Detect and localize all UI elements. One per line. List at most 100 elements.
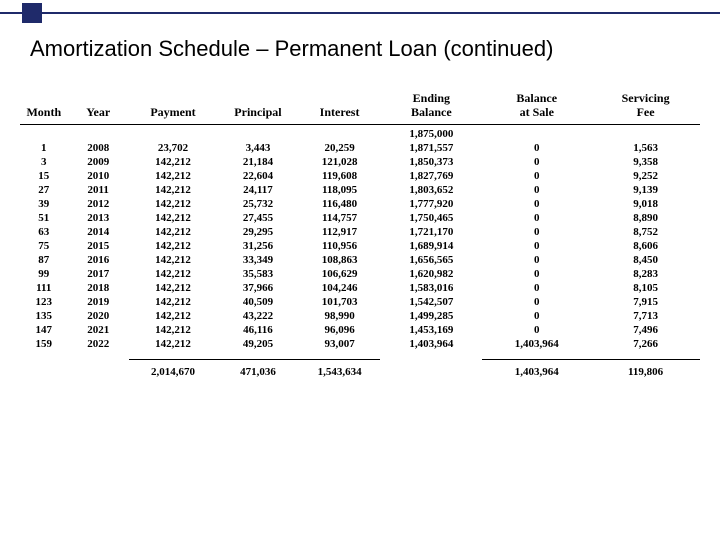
table-cell: 3 [20,155,68,169]
table-cell: 1,750,465 [380,211,482,225]
table-cell: 0 [482,197,591,211]
table-cell: 8,450 [591,253,700,267]
table-row: 1352020142,21243,22298,9901,499,28507,71… [20,309,700,323]
spacer-cell [482,351,591,360]
table-cell: 8,105 [591,281,700,295]
table-cell: 9,252 [591,169,700,183]
col-payment: Payment [129,90,217,124]
table-header-row: Month Year Payment Principal Interest En… [20,90,700,124]
initial-balance-row: 1,875,000 [20,124,700,141]
table-cell: 0 [482,295,591,309]
table-cell: 142,212 [129,281,217,295]
table-cell: 2018 [68,281,129,295]
table-cell: 142,212 [129,309,217,323]
table-cell: 43,222 [217,309,299,323]
table-cell: 8,890 [591,211,700,225]
table-cell: 7,713 [591,309,700,323]
table-cell: 1,453,169 [380,323,482,337]
table-row: 872016142,21233,349108,8631,656,56508,45… [20,253,700,267]
col-ending-balance: EndingBalance [380,90,482,124]
table-cell: 9,139 [591,183,700,197]
table-cell: 1,583,016 [380,281,482,295]
table-cell: 35,583 [217,267,299,281]
table-cell: 2015 [68,239,129,253]
table-row: 992017142,21235,583106,6291,620,98208,28… [20,267,700,281]
table-cell: 142,212 [129,225,217,239]
table-cell: 24,117 [217,183,299,197]
table-cell: 118,095 [299,183,381,197]
table-cell: 0 [482,309,591,323]
table-cell: 93,007 [299,337,381,351]
table-cell: 0 [482,253,591,267]
table-cell [20,359,68,379]
table-cell: 0 [482,267,591,281]
table-cell: 1,403,964 [380,337,482,351]
table-cell: 22,604 [217,169,299,183]
table-cell: 75 [20,239,68,253]
table-cell: 135 [20,309,68,323]
table-cell: 142,212 [129,295,217,309]
table-cell: 1,542,507 [380,295,482,309]
table-cell: 31,256 [217,239,299,253]
table-cell: 2013 [68,211,129,225]
spacer-cell [129,351,217,360]
table-cell: 7,496 [591,323,700,337]
table-cell: 2008 [68,141,129,155]
table-cell: 27,455 [217,211,299,225]
col-balance-at-sale: Balanceat Sale [482,90,591,124]
spacer-cell [20,351,68,360]
table-cell: 123 [20,295,68,309]
table-cell: 112,917 [299,225,381,239]
table-cell: 142,212 [129,323,217,337]
table-cell: 1,543,634 [299,359,381,379]
table-cell: 2022 [68,337,129,351]
table-cell: 1,850,373 [380,155,482,169]
totals-row: 2,014,670471,0361,543,6341,403,964119,80… [20,359,700,379]
table-row: 752015142,21231,256110,9561,689,91408,60… [20,239,700,253]
table-cell: 0 [482,225,591,239]
table-cell: 108,863 [299,253,381,267]
table-cell: 25,732 [217,197,299,211]
table-cell: 142,212 [129,211,217,225]
table-cell: 1,871,557 [380,141,482,155]
table-cell: 111 [20,281,68,295]
page-title: Amortization Schedule – Permanent Loan (… [30,36,720,62]
table-cell: 49,205 [217,337,299,351]
table-cell: 23,702 [129,141,217,155]
table-cell: 2014 [68,225,129,239]
table-cell: 46,116 [217,323,299,337]
table-cell: 1,403,964 [482,337,591,351]
table-cell: 0 [482,281,591,295]
table-cell: 20,259 [299,141,381,155]
table-cell [68,124,129,141]
table-cell: 142,212 [129,253,217,267]
table-cell: 0 [482,183,591,197]
table-cell: 1,403,964 [482,359,591,379]
table-cell: 15 [20,169,68,183]
table-cell: 1,777,920 [380,197,482,211]
table-row: 392012142,21225,732116,4801,777,92009,01… [20,197,700,211]
table-row: 1592022142,21249,20593,0071,403,9641,403… [20,337,700,351]
table-cell [68,359,129,379]
title-decor-square [22,3,42,23]
table-cell: 2020 [68,309,129,323]
spacer-cell [380,351,482,360]
table-row: 632014142,21229,295112,9171,721,17008,75… [20,225,700,239]
table-cell: 0 [482,323,591,337]
table-cell: 142,212 [129,183,217,197]
table-cell: 7,266 [591,337,700,351]
table-row: 1112018142,21237,966104,2461,583,01608,1… [20,281,700,295]
table-row: 1200823,7023,44320,2591,871,55701,563 [20,141,700,155]
table-cell: 2016 [68,253,129,267]
table-cell: 9,358 [591,155,700,169]
table-row: 152010142,21222,604119,6081,827,76909,25… [20,169,700,183]
table-cell: 142,212 [129,169,217,183]
spacer-cell [591,351,700,360]
table-cell: 0 [482,141,591,155]
table-cell: 142,212 [129,155,217,169]
table-cell: 1,721,170 [380,225,482,239]
table-cell: 1,803,652 [380,183,482,197]
table-cell: 1 [20,141,68,155]
col-servicing-fee: ServicingFee [591,90,700,124]
table-cell: 9,018 [591,197,700,211]
